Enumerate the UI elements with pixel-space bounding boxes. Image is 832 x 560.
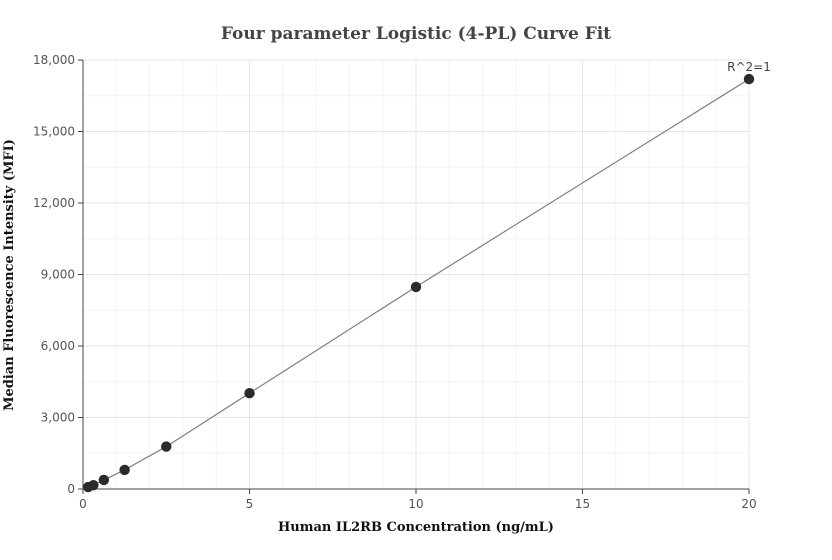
data-point [410, 281, 422, 293]
y-tick-label: 3,000 [41, 411, 75, 425]
x-tick-label: 5 [246, 497, 254, 511]
x-tick-label: 15 [575, 497, 590, 511]
x-tick-label: 20 [741, 497, 756, 511]
chart-title: Four parameter Logistic (4-PL) Curve Fit [221, 24, 611, 44]
y-axis-label: Median Fluorescence Intensity (MFI) [2, 139, 17, 411]
x-tick-label: 10 [408, 497, 423, 511]
data-point [119, 464, 130, 476]
axis-ticks: 0 5 10 15 20 0 3,000 6,000 9,000 12,000 15,000 18,0… [33, 53, 757, 511]
data-point [743, 73, 755, 85]
y-tick-label: 0 [67, 482, 75, 496]
data-point [161, 441, 172, 452]
grid [83, 59, 750, 489]
x-axis-label: Human IL2RB Concentration (ng/mL) [278, 520, 554, 535]
r-squared-annotation: R^2=1 [727, 60, 771, 74]
data-point [244, 387, 255, 399]
data-points [82, 73, 755, 493]
x-tick-label: 0 [79, 497, 87, 511]
data-point [98, 474, 110, 486]
data-point [88, 479, 99, 491]
y-tick-label: 18,000 [33, 53, 75, 67]
y-tick-label: 6,000 [41, 339, 75, 353]
y-tick-label: 9,000 [41, 268, 75, 282]
y-tick-label: 12,000 [33, 196, 75, 210]
y-tick-label: 15,000 [33, 125, 75, 139]
